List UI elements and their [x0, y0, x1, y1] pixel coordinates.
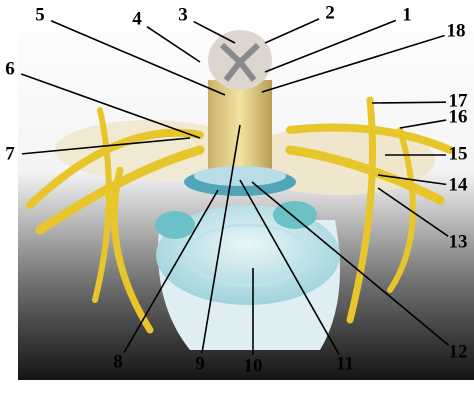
label-number: 7 [5, 143, 15, 164]
label-number: 2 [325, 2, 335, 23]
label-number: 1 [402, 4, 412, 25]
leader-line [146, 25, 201, 63]
leader-line [251, 181, 450, 346]
label-number: 14 [449, 174, 469, 195]
leader-line [377, 187, 449, 237]
leader-line [201, 124, 241, 354]
nerve [92, 107, 112, 303]
nerve [285, 145, 445, 205]
facet-left [155, 211, 195, 239]
label-number: 9 [195, 353, 205, 374]
label-number: 12 [449, 341, 468, 362]
nerve [387, 127, 416, 293]
label-number: 5 [35, 4, 45, 25]
leader-line [264, 18, 320, 44]
leader-line [261, 34, 445, 93]
leader-lines [21, 18, 450, 355]
label-number: 10 [244, 355, 263, 376]
label-number: 6 [5, 58, 15, 79]
leader-line [264, 19, 397, 73]
grey-matter [219, 42, 261, 82]
nerve [346, 96, 376, 324]
label-number: 8 [113, 351, 123, 372]
label-number: 16 [449, 106, 468, 127]
nerve [110, 166, 154, 334]
leader-line [377, 174, 447, 186]
intervertebral-disc [156, 205, 340, 305]
leader-line [21, 73, 201, 139]
disc-ring [186, 223, 310, 287]
dura-ring-inner [194, 166, 286, 186]
leader-line [239, 179, 340, 355]
leader-line [123, 189, 219, 354]
leader-line [50, 19, 226, 96]
label-number: 4 [132, 8, 142, 29]
nerves [26, 96, 454, 334]
label-number: 15 [449, 143, 468, 164]
photo [18, 0, 474, 380]
leader-line [371, 101, 447, 104]
label-number: 17 [449, 90, 469, 111]
label-number: 3 [178, 4, 188, 25]
leader-line [399, 119, 447, 129]
label-number: 18 [447, 20, 466, 41]
nerve [35, 145, 205, 235]
label-number: 11 [336, 353, 354, 374]
leader-line [21, 137, 191, 155]
leader-line [193, 20, 236, 44]
label-number: 13 [449, 231, 468, 252]
